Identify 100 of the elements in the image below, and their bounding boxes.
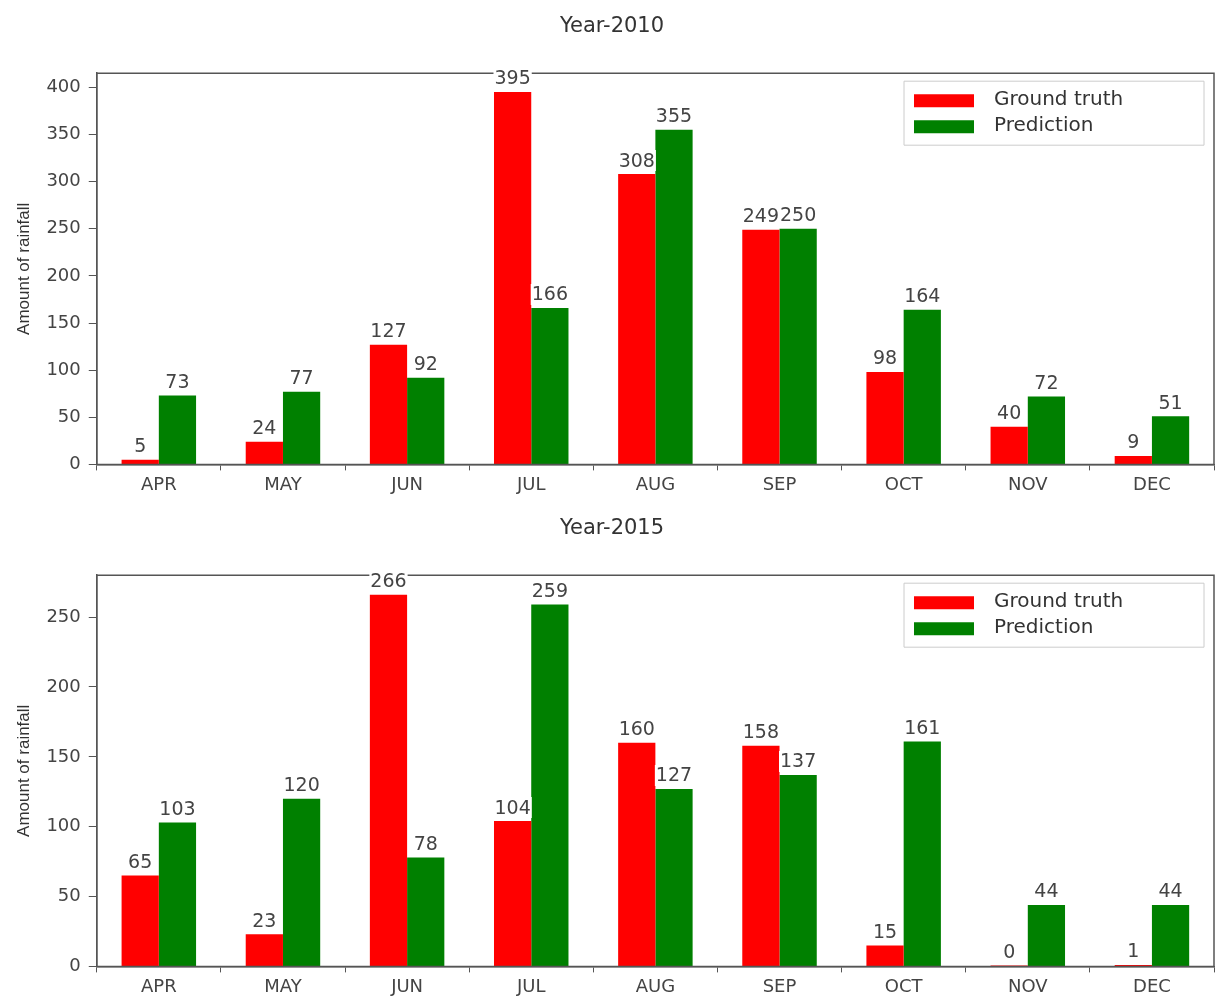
data-label: 266 [370, 569, 407, 592]
y-axis-title: Amount of rainfall [13, 704, 33, 837]
data-label: 98 [872, 346, 898, 369]
data-label: 44 [1158, 879, 1183, 902]
data-label: 92 [413, 352, 438, 375]
data-label: 127 [370, 319, 407, 342]
legend-label: Ground truth [994, 588, 1124, 613]
data-label: 24 [252, 416, 277, 439]
y-tick-label: 50 [57, 884, 81, 906]
bar [245, 441, 283, 464]
bar [121, 875, 159, 966]
x-tick-label: MAY [264, 472, 303, 494]
bar [158, 822, 197, 966]
data-label: 104 [494, 795, 531, 818]
x-tick-label: JUL [515, 974, 546, 996]
bar [158, 395, 197, 464]
x-tick-label: NOV [1007, 472, 1049, 494]
bar [655, 788, 693, 966]
x-tick-label: AUG [635, 974, 676, 996]
bar [618, 174, 656, 464]
data-label: 72 [1034, 370, 1059, 393]
bar [1027, 396, 1066, 464]
bar [1027, 904, 1066, 966]
data-label: 355 [655, 104, 693, 127]
x-tick-label: MAY [264, 974, 303, 996]
x-tick-label: JUN [390, 472, 424, 494]
data-label: 40 [997, 401, 1022, 424]
chart-title: Year-2010 [558, 13, 665, 38]
y-tick-label: 250 [46, 216, 81, 238]
data-label: 164 [904, 284, 941, 307]
data-label: 158 [742, 720, 780, 743]
data-label: 249 [742, 204, 780, 227]
data-label: 65 [128, 850, 153, 873]
bar [1151, 416, 1190, 464]
y-tick-label: 0 [69, 954, 81, 976]
bar [903, 741, 941, 966]
data-label: 161 [904, 715, 941, 738]
bar [407, 377, 445, 464]
data-label: 23 [252, 908, 277, 931]
x-tick-label: APR [140, 974, 177, 996]
y-tick-label: 200 [46, 674, 81, 696]
data-label: 15 [872, 919, 898, 942]
data-label: 5 [134, 434, 147, 457]
y-tick-label: 150 [46, 310, 81, 332]
x-tick-label: NOV [1007, 974, 1049, 996]
bar [369, 344, 408, 464]
legend-label: Prediction [994, 614, 1094, 639]
x-tick-label: OCT [884, 472, 924, 494]
data-label: 78 [413, 831, 438, 854]
y-tick-label: 250 [46, 604, 81, 626]
x-tick-label: JUL [515, 472, 546, 494]
bar [1151, 904, 1190, 966]
bar [531, 604, 569, 966]
data-label: 259 [531, 578, 568, 601]
bar [494, 821, 532, 966]
bar [494, 92, 532, 464]
data-label: 0 [1003, 939, 1016, 962]
bar [245, 934, 283, 966]
chart-title: Year-2015 [558, 515, 665, 540]
bar [655, 129, 693, 464]
bar [407, 857, 445, 966]
x-tick-label: AUG [635, 472, 676, 494]
data-label: 160 [618, 717, 655, 740]
data-label: 103 [159, 796, 196, 819]
x-tick-label: OCT [884, 974, 924, 996]
x-tick-label: SEP [762, 472, 797, 494]
bar [990, 426, 1028, 464]
data-label: 127 [655, 763, 693, 786]
data-label: 9 [1127, 430, 1140, 453]
bar [903, 309, 941, 464]
bar [742, 745, 780, 966]
data-label: 308 [618, 148, 655, 171]
bar [779, 774, 817, 966]
bar [866, 372, 904, 464]
x-tick-label: SEP [762, 974, 797, 996]
data-label: 44 [1034, 879, 1059, 902]
y-tick-label: 300 [46, 169, 81, 191]
bar [779, 228, 817, 464]
data-label: 73 [165, 370, 190, 393]
y-tick-label: 200 [46, 263, 81, 285]
bar [742, 229, 780, 464]
legend-label: Ground truth [994, 86, 1124, 111]
data-label: 120 [283, 773, 320, 796]
data-label: 250 [780, 203, 817, 226]
legend-label: Prediction [994, 112, 1094, 137]
y-tick-label: 100 [46, 814, 81, 836]
y-axis-title: Amount of rainfall [13, 202, 33, 335]
x-tick-label: JUN [390, 974, 424, 996]
bar [369, 594, 408, 966]
bar [282, 391, 321, 464]
x-tick-label: DEC [1133, 974, 1171, 996]
y-tick-label: 150 [46, 744, 81, 766]
data-label: 77 [289, 366, 314, 389]
bar [866, 945, 904, 966]
data-label: 51 [1158, 390, 1183, 413]
bar [1114, 455, 1152, 464]
x-tick-label: DEC [1133, 472, 1171, 494]
y-tick-label: 0 [69, 452, 81, 474]
data-label: 137 [780, 749, 817, 772]
bar [121, 459, 159, 464]
